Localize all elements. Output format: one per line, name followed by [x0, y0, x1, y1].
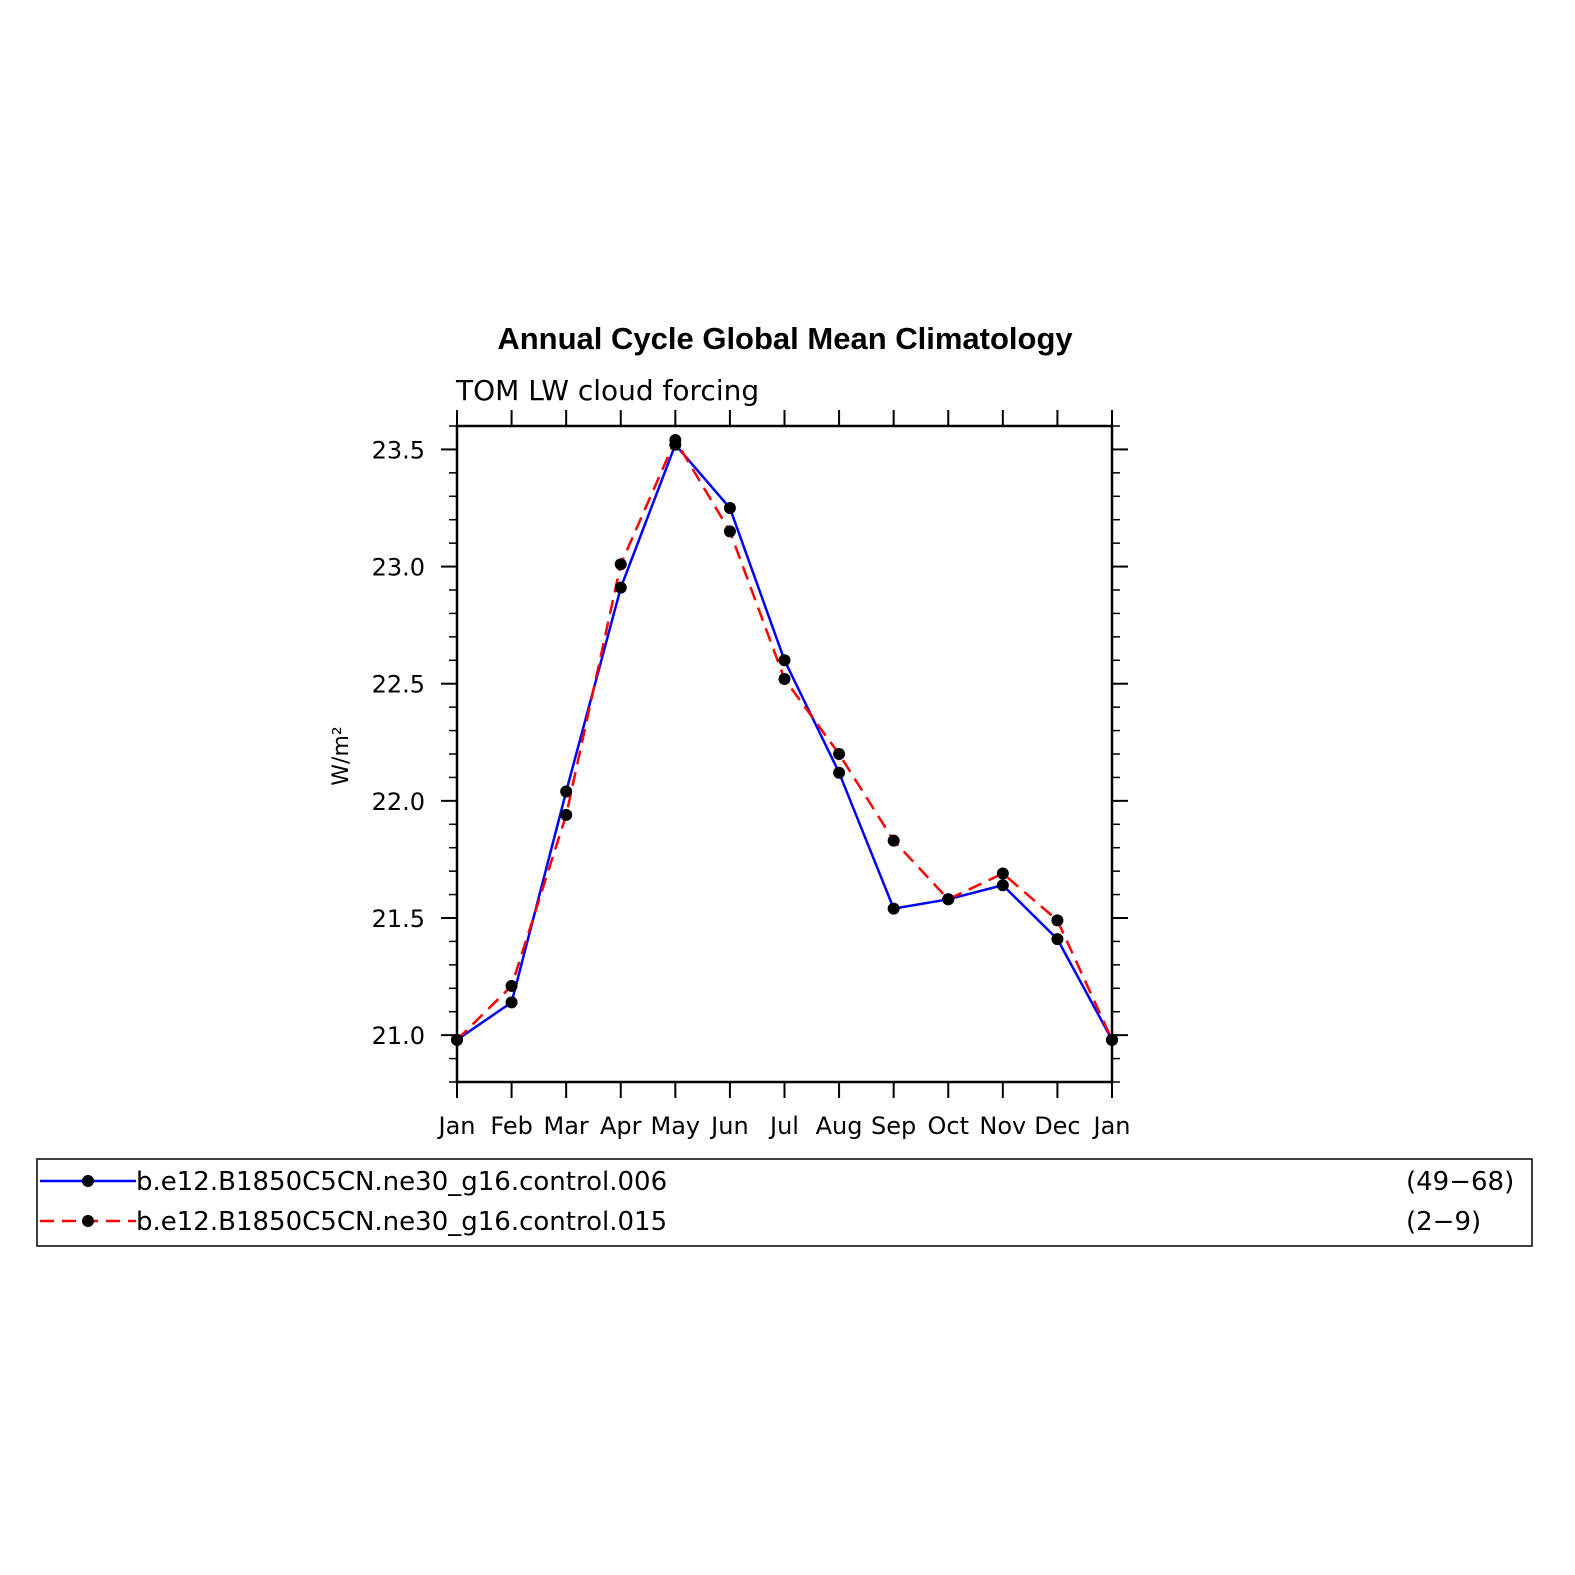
- series-2-point: [560, 808, 573, 821]
- series-2-point: [669, 434, 682, 447]
- series-1-point: [1051, 933, 1064, 946]
- x-tick-label: Sep: [871, 1112, 916, 1140]
- x-tick-label: Dec: [1034, 1112, 1080, 1140]
- series-2-point: [1051, 914, 1064, 927]
- series-2-point: [614, 558, 627, 571]
- series-1-point: [560, 785, 573, 798]
- series-1-point: [996, 879, 1009, 892]
- x-tick-label: Aug: [816, 1112, 863, 1140]
- x-tick-label: Feb: [490, 1112, 533, 1140]
- series-1-point: [614, 581, 627, 594]
- series-2-point: [778, 673, 791, 686]
- series-1-point: [833, 766, 846, 779]
- plot-frame: [455, 424, 1114, 1084]
- series-2-point: [887, 834, 900, 847]
- x-tick-label: Mar: [544, 1112, 589, 1140]
- axis-ticks: [441, 410, 1128, 1098]
- legend-label-2: b.e12.B1850C5CN.ne30_g16.control.015: [136, 1207, 667, 1237]
- series-1-point: [778, 654, 791, 667]
- legend-years-2: (2−9): [1406, 1207, 1481, 1237]
- legend-marker-2: [82, 1215, 94, 1227]
- chart-subtitle: TOM LW cloud forcing: [455, 374, 759, 407]
- series-2-point: [942, 893, 955, 906]
- x-tick-label: Jan: [437, 1112, 476, 1140]
- y-tick-labels: 21.0 21.5 22.0 22.5 23.0 23.5: [372, 436, 425, 1050]
- y-tick-label: 21.5: [372, 905, 425, 933]
- series-1-point: [723, 502, 736, 514]
- series-1-point: [887, 902, 900, 915]
- y-tick-label: 22.0: [372, 788, 425, 816]
- chart-title: Annual Cycle Global Mean Climatology: [497, 321, 1073, 356]
- series-2-point: [833, 748, 846, 760]
- legend: b.e12.B1850C5CN.ne30_g16.control.006 (49−…: [36, 1158, 1533, 1247]
- x-tick-label: Jan: [1092, 1112, 1131, 1140]
- x-tick-label: May: [651, 1112, 701, 1140]
- series-2-point: [723, 525, 736, 538]
- x-tick-label: Oct: [928, 1112, 970, 1140]
- series-2-point: [996, 867, 1009, 880]
- y-tick-label: 23.5: [372, 436, 425, 464]
- series-1-point: [505, 996, 518, 1009]
- legend-label-1: b.e12.B1850C5CN.ne30_g16.control.006: [136, 1167, 667, 1197]
- y-tick-label: 23.0: [372, 554, 425, 582]
- x-tick-labels: Jan Feb Mar Apr May Jun Jul Aug Sep Oct Nov Dec Jan: [437, 1112, 1131, 1140]
- y-tick-label: 21.0: [372, 1022, 425, 1050]
- x-tick-label: Nov: [979, 1112, 1026, 1140]
- y-tick-label: 22.5: [372, 671, 425, 699]
- legend-years-1: (49−68): [1406, 1167, 1514, 1197]
- x-tick-label: Jun: [709, 1112, 749, 1140]
- series-markers: [451, 434, 1118, 1046]
- x-tick-label: Jul: [768, 1112, 799, 1140]
- legend-marker-1: [82, 1175, 94, 1187]
- legend-box: [36, 1158, 1533, 1247]
- y-axis-label: W/m²: [329, 726, 354, 785]
- legend-entries: b.e12.B1850C5CN.ne30_g16.control.006 (49−…: [40, 1167, 1514, 1237]
- x-tick-label: Apr: [600, 1112, 642, 1140]
- series-2-point: [505, 979, 518, 992]
